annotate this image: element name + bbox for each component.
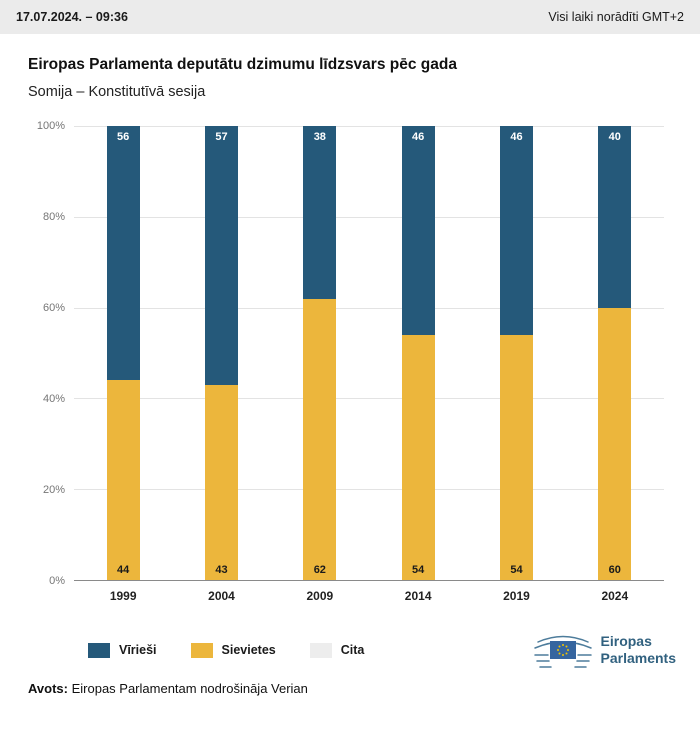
ep-logo-line1: Eiropas — [600, 633, 652, 650]
grid-line — [74, 489, 664, 491]
segment-men[interactable]: 38 — [303, 126, 337, 299]
bar-value-women: 54 — [412, 563, 425, 576]
segment-men[interactable]: 40 — [598, 126, 632, 308]
source-text: Eiropas Parlamentam nodrošināja Verian — [71, 681, 308, 696]
timezone-note: Visi laiki norādīti GMT+2 — [548, 10, 684, 24]
segment-men[interactable]: 57 — [204, 126, 238, 385]
grid-line — [74, 126, 664, 127]
y-tick-label: 100% — [36, 120, 65, 132]
bar-value-men: 38 — [313, 131, 326, 143]
bar-2019[interactable]: 46 54 — [499, 126, 533, 580]
bars-container: 56 44 57 43 38 62 46 54 46 54 40 60 — [74, 126, 664, 580]
y-tick-label: 80% — [42, 211, 65, 223]
x-tick-label: 2009 — [306, 589, 334, 603]
segment-women[interactable]: 54 — [499, 334, 533, 580]
bar-slot: 57 43 — [172, 126, 270, 580]
y-tick-label: 40% — [42, 393, 65, 405]
legend-item-vīrieši[interactable]: Vīrieši — [88, 642, 157, 658]
grid-line — [74, 398, 664, 400]
legend-label: Vīrieši — [119, 643, 157, 657]
x-tick-label: 2024 — [601, 589, 629, 603]
y-tick-label: 0% — [49, 575, 65, 587]
bar-value-women: 44 — [117, 563, 130, 576]
page-subtitle: Somija – Konstitutīvā sesija — [28, 84, 206, 100]
grid-line — [74, 307, 664, 309]
bar-2014[interactable]: 46 54 — [401, 126, 435, 580]
segment-women[interactable]: 44 — [106, 380, 140, 580]
legend-label: Cita — [340, 643, 365, 657]
legend-item-cita[interactable]: Cita — [309, 642, 365, 658]
bar-value-men: 57 — [215, 131, 228, 143]
ep-logo: Eiropas Parlaments — [533, 627, 680, 673]
segment-men[interactable]: 56 — [106, 126, 140, 381]
legend: Vīrieši Sievietes Cita — [88, 642, 365, 658]
eu-flag-icon — [549, 641, 576, 659]
bar-2009[interactable]: 38 62 — [303, 126, 337, 580]
source-line: Avots: Eiropas Parlamentam nodrošināja V… — [28, 681, 700, 696]
ep-logo-text: Eiropas Parlaments — [601, 633, 676, 666]
bar-value-women: 54 — [510, 563, 523, 576]
segment-women[interactable]: 54 — [401, 334, 435, 580]
bar-value-men: 40 — [608, 131, 621, 143]
x-tick-label: 2019 — [503, 589, 530, 603]
datetime-label: 17.07.2024. – 09:36 — [16, 10, 128, 24]
bar-value-men: 56 — [117, 131, 130, 143]
x-tick-label: 1999 — [109, 589, 137, 603]
bar-value-women: 60 — [608, 563, 621, 576]
source-label: Avots: — [28, 681, 68, 696]
bar-slot: 56 44 — [74, 126, 172, 580]
bar-value-men: 46 — [412, 131, 425, 143]
footer-row: Vīrieši Sievietes Cita Eiropas — [88, 627, 680, 673]
bar-1999[interactable]: 56 44 — [106, 126, 140, 580]
bar-2004[interactable]: 57 43 — [204, 126, 238, 580]
segment-women[interactable]: 43 — [204, 384, 238, 580]
segment-men[interactable]: 46 — [499, 126, 533, 335]
y-tick-label: 20% — [42, 484, 65, 496]
bar-slot: 46 54 — [467, 126, 565, 580]
plot-area: 56 44 57 43 38 62 46 54 46 54 40 60 — [74, 126, 664, 581]
bar-slot: 38 62 — [271, 126, 369, 580]
x-axis: 1999 2004 2009 2014 2019 2024 — [74, 589, 664, 603]
ep-hemicycle-icon — [533, 635, 592, 668]
legend-swatch — [88, 642, 110, 658]
stacked-bar-chart: 0% 20% 40% 60% 80% 100% 56 44 57 43 38 62 46 54 46 54 4… — [28, 120, 664, 603]
bar-slot: 46 54 — [369, 126, 467, 580]
bar-value-men: 46 — [510, 131, 523, 143]
segment-men[interactable]: 46 — [401, 126, 435, 335]
bar-value-women: 43 — [215, 563, 228, 576]
legend-swatch — [190, 642, 213, 658]
legend-label: Sievietes — [221, 643, 276, 657]
segment-women[interactable]: 60 — [598, 307, 632, 580]
bar-2024[interactable]: 40 60 — [598, 126, 632, 580]
title-block: Eiropas Parlamenta deputātu dzimumu līdz… — [0, 34, 700, 100]
x-tick-label: 2014 — [404, 589, 432, 603]
segment-women[interactable]: 62 — [303, 298, 337, 580]
y-axis: 0% 20% 40% 60% 80% 100% — [28, 120, 74, 587]
x-tick-label: 2004 — [208, 589, 235, 603]
legend-swatch — [309, 642, 332, 658]
legend-item-sievietes[interactable]: Sievietes — [190, 642, 276, 658]
y-tick-label: 60% — [42, 302, 65, 314]
grid-line — [74, 216, 664, 218]
page-title: Eiropas Parlamenta deputātu dzimumu līdz… — [28, 56, 457, 73]
top-bar: 17.07.2024. – 09:36 Visi laiki norādīti … — [0, 0, 700, 34]
bar-value-women: 62 — [313, 563, 326, 576]
ep-logo-line2: Parlaments — [600, 650, 676, 666]
bar-slot: 40 60 — [566, 126, 664, 580]
